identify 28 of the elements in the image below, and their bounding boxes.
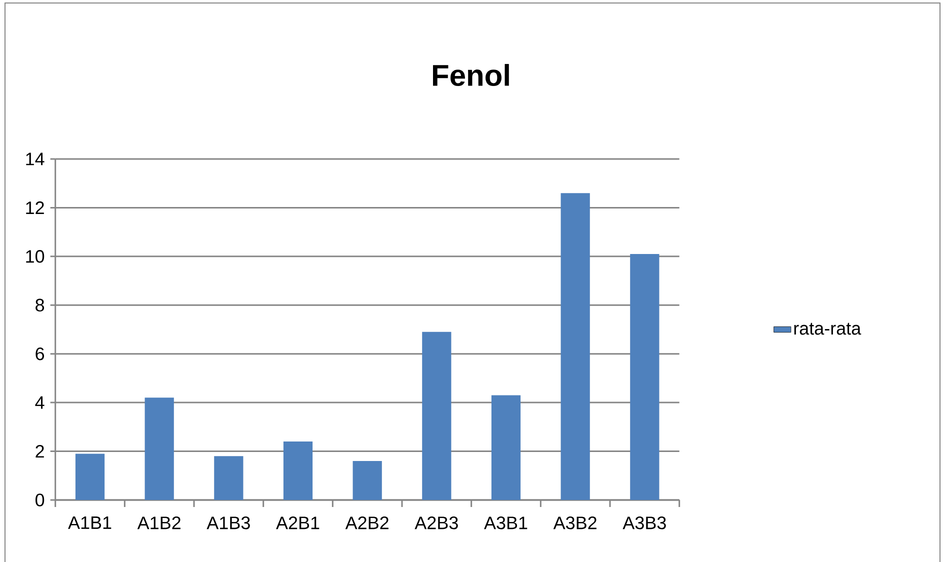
x-tick-label: A3B3 <box>622 516 666 530</box>
x-tick-label: A1B2 <box>137 516 180 530</box>
x-tick-label: A2B2 <box>345 516 388 530</box>
x-tick-label: A3B1 <box>484 516 528 530</box>
bar <box>144 398 174 500</box>
x-tick-label: A2B1 <box>276 516 320 530</box>
x-tick-label: A1B3 <box>206 516 250 530</box>
y-tick-label: 2 <box>36 444 44 458</box>
y-tick-label: 12 <box>26 201 44 214</box>
bar <box>352 461 382 500</box>
bar <box>422 332 452 500</box>
x-tick-label: A1B1 <box>68 516 112 529</box>
y-tick-label: 10 <box>26 250 44 263</box>
y-tick-label: 6 <box>36 347 44 360</box>
bar <box>491 395 521 500</box>
bar <box>75 454 105 500</box>
y-tick-label: 4 <box>35 396 44 409</box>
y-tick-label: 0 <box>36 494 44 506</box>
y-tick-label: 14 <box>26 152 44 166</box>
bar <box>560 193 590 500</box>
bar <box>630 254 660 500</box>
bar <box>214 456 244 500</box>
x-tick-label: A2B3 <box>414 516 458 530</box>
legend-label: rata-rata <box>794 322 862 335</box>
bar <box>283 442 313 500</box>
chart-title: Fenol <box>433 64 509 86</box>
x-tick-label: A3B2 <box>553 516 596 530</box>
y-tick-label: 8 <box>36 298 44 312</box>
